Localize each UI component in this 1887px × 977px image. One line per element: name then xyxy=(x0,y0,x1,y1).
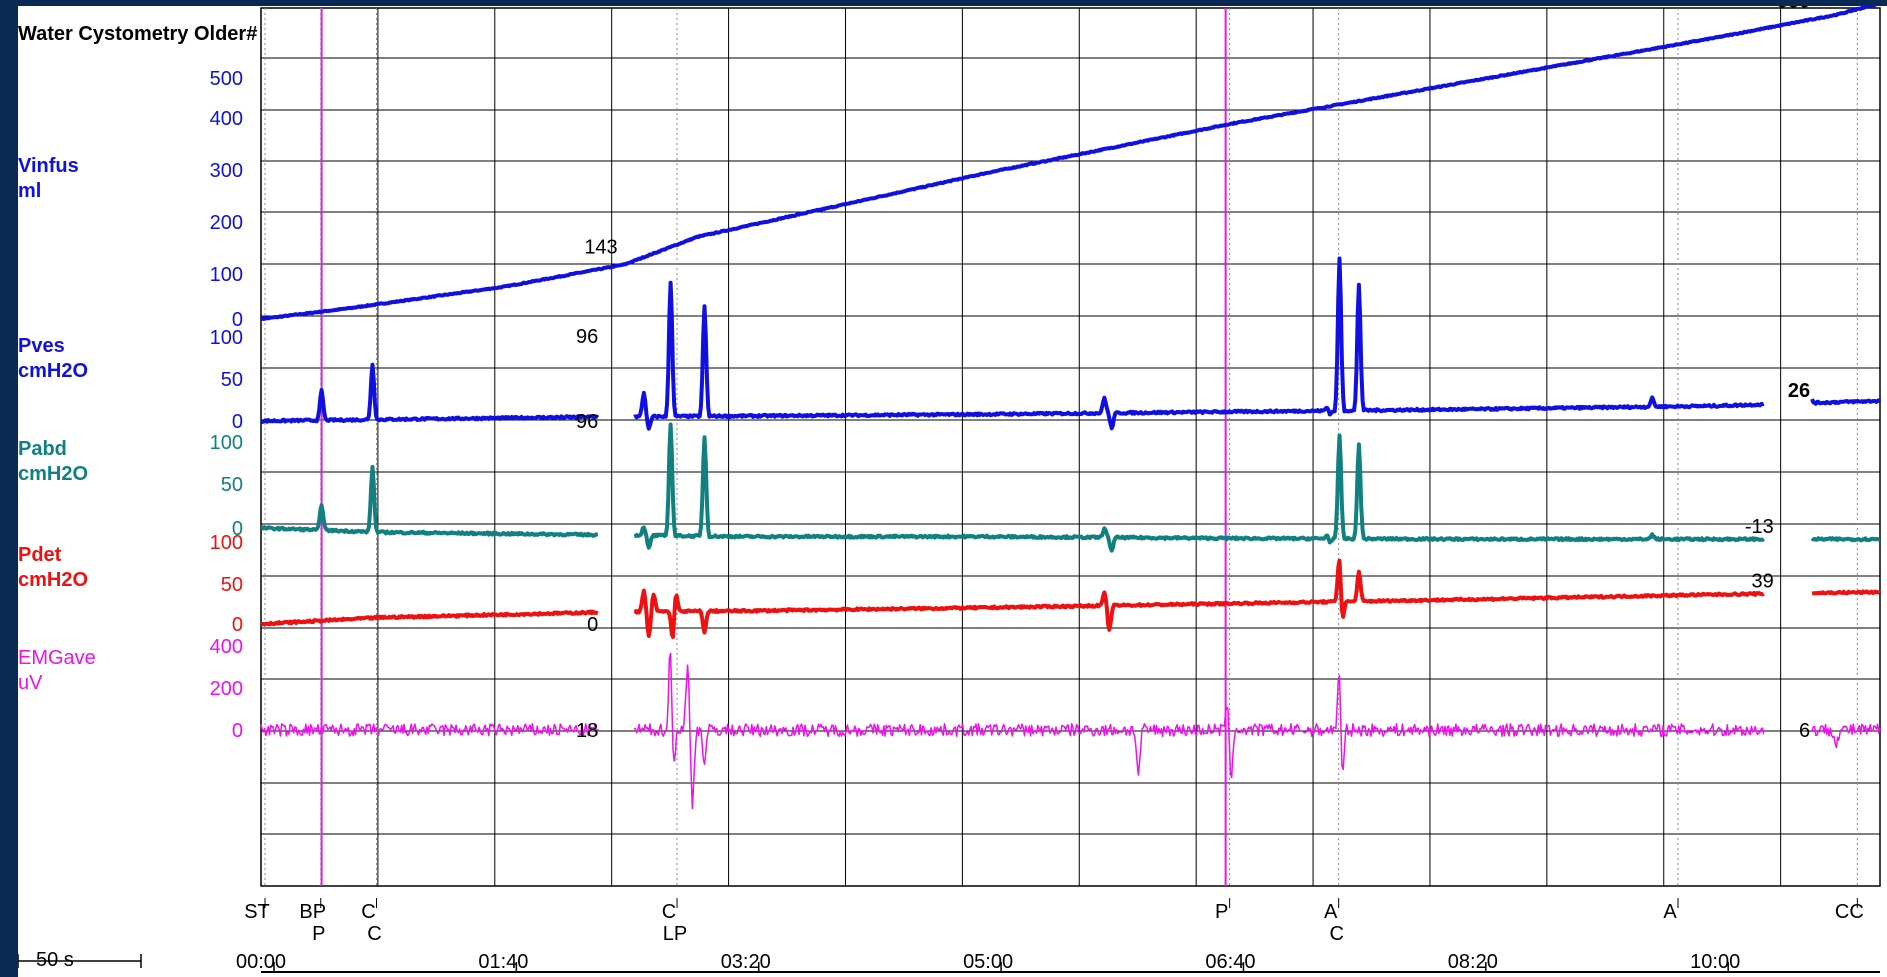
y-tick-label: 50 xyxy=(221,574,243,596)
trace-value-label: 39 xyxy=(1752,571,1774,593)
y-tick-label: 300 xyxy=(210,160,243,182)
event-label: C xyxy=(361,901,375,923)
time-tick-label: 10:00 xyxy=(1690,951,1740,973)
trace-value-label: 26 xyxy=(1788,380,1810,402)
channel-label: Pabd xyxy=(18,438,67,460)
event-label: A xyxy=(1663,901,1677,923)
trace-value-label: 96 xyxy=(576,326,598,348)
channel-traces xyxy=(259,6,1882,810)
trace-value-label: 6 xyxy=(1799,720,1810,742)
y-tick-label: 0 xyxy=(232,411,243,433)
time-tick-label: 05:00 xyxy=(963,951,1013,973)
event-label: BP xyxy=(299,901,326,923)
recording-panel: Water Cystometry Older# Vinfus ml 500 400 30… xyxy=(18,6,1887,977)
channel-labels: Vinfusml5004003002001000PvescmH2O100500P… xyxy=(18,68,243,742)
y-tick-label: 200 xyxy=(210,678,243,700)
event-sublabel: C xyxy=(367,923,381,945)
channel-label: cmH2O xyxy=(18,463,88,485)
channel-label: Vinfus xyxy=(18,155,79,177)
y-tick-label: 100 xyxy=(210,327,243,349)
y-tick-label: 0 xyxy=(232,720,243,742)
channel-label: cmH2O xyxy=(18,360,88,382)
y-tick-label: 500 xyxy=(210,68,243,90)
trace-value-label: 18 xyxy=(576,720,598,742)
channel-label: Pdet xyxy=(18,544,62,566)
trace-value-label: -13 xyxy=(1745,516,1774,538)
trace-emgave xyxy=(260,652,1881,810)
y-tick-label: 400 xyxy=(210,636,243,658)
chart-grid xyxy=(260,7,1881,887)
y-tick-label: 0 xyxy=(232,518,243,540)
time-tick-label: 06:40 xyxy=(1205,951,1255,973)
y-tick-label: 400 xyxy=(210,108,243,130)
plot-frame xyxy=(260,7,1881,887)
y-tick-label: 0 xyxy=(232,614,243,636)
event-label: P xyxy=(1215,901,1228,923)
event-label: A xyxy=(1324,901,1338,923)
time-axis: 00:00 01:40 03:20 05:00 06:40 08:20 10:00 xyxy=(236,951,1880,973)
event-sublabel: P xyxy=(312,923,325,945)
time-scale-bar: 50 s xyxy=(18,949,142,971)
event-sublabel: C xyxy=(1329,923,1343,945)
time-tick-label: 01:40 xyxy=(478,951,528,973)
y-tick-label: 100 xyxy=(210,432,243,454)
time-tick-label: 00:00 xyxy=(236,951,286,973)
trace-pves xyxy=(260,256,1882,431)
event-label: CC xyxy=(1835,901,1864,923)
trace-annotations: 143 550 96 96 26 -13 0 39 18 6 xyxy=(576,6,1810,742)
event-sublabel: LP xyxy=(663,923,687,945)
trace-pdet xyxy=(260,558,1881,639)
trace-value-label: 96 xyxy=(576,411,598,433)
trace-pabd xyxy=(260,422,1881,553)
trace-value-label: 550 xyxy=(1777,6,1810,12)
time-tick-label: 03:20 xyxy=(721,951,771,973)
channel-label: EMGave xyxy=(18,647,96,669)
event-label: ST xyxy=(244,901,270,923)
y-tick-label: 200 xyxy=(210,212,243,234)
channel-label: ml xyxy=(18,180,41,202)
y-tick-label: 50 xyxy=(221,369,243,391)
channel-label: cmH2O xyxy=(18,569,88,591)
channel-label: uV xyxy=(18,672,43,694)
scale-bar-label: 50 s xyxy=(36,949,74,971)
channel-label: Pves xyxy=(18,335,65,357)
cystometry-chart: Water Cystometry Older# Vinfusml50040030… xyxy=(18,6,1882,973)
trace-value-label: 143 xyxy=(584,236,617,258)
y-tick-label: 0 xyxy=(232,309,243,331)
trace-value-label: 0 xyxy=(587,614,598,636)
time-tick-label: 08:20 xyxy=(1448,951,1498,973)
trace-vinfus xyxy=(259,6,1878,321)
y-tick-label: 100 xyxy=(210,264,243,286)
y-tick-label: 50 xyxy=(221,474,243,496)
chart-title: Water Cystometry Older# xyxy=(18,23,257,45)
event-label: C xyxy=(662,901,676,923)
y-tick-label: 100 xyxy=(210,532,243,554)
